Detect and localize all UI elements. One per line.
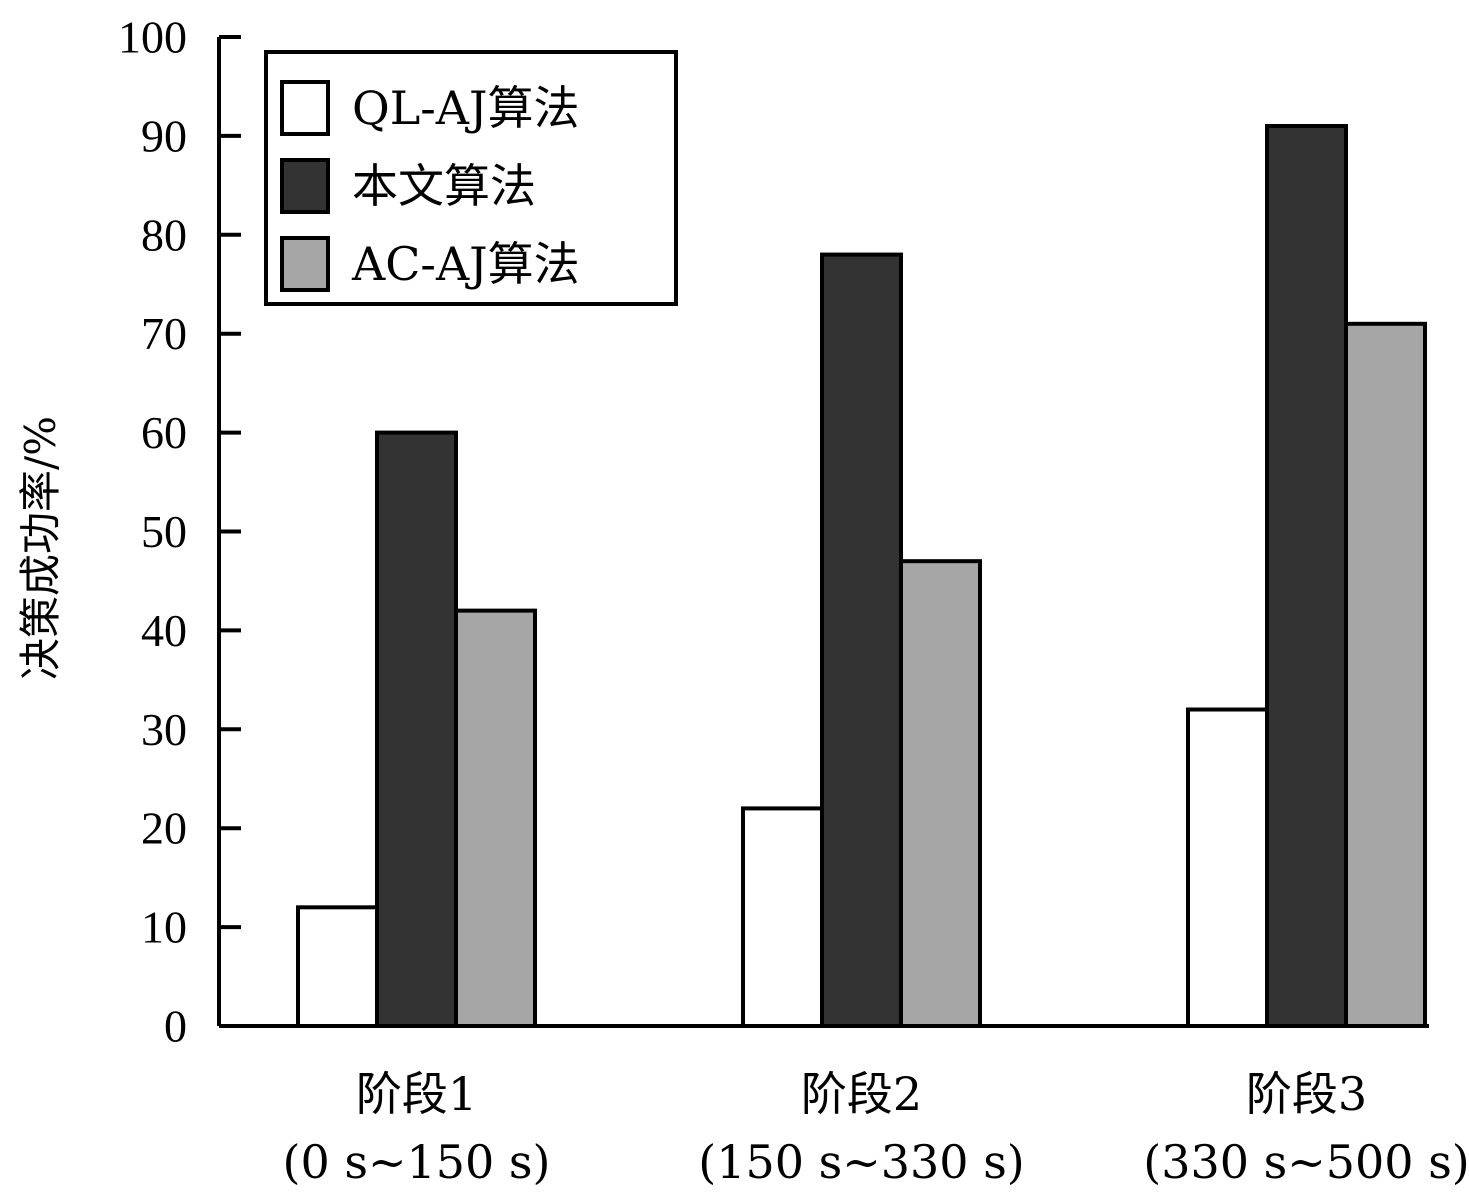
legend-swatch: [280, 236, 330, 292]
y-tick-label: 80: [141, 209, 187, 260]
y-tick-label: 30: [141, 704, 187, 755]
y-ticks: 0 10 20 30 40 50 60 70 80 90 100: [118, 12, 241, 1052]
legend-swatch: [280, 158, 330, 214]
y-tick-label: 90: [141, 110, 187, 161]
bar-series-2-category-1: [375, 430, 458, 1029]
category-range-label: (0 s~150 s): [283, 1135, 551, 1189]
category-label: 阶段3: [1246, 1067, 1367, 1121]
y-tick-label: 50: [141, 506, 187, 557]
bars-layer: [296, 124, 1427, 1029]
category-range-label: (330 s~500 s): [1143, 1135, 1469, 1189]
y-tick-label: 100: [118, 12, 187, 63]
y-tick-label: 20: [141, 803, 187, 854]
legend-label: QL-AJ算法: [352, 81, 579, 135]
legend-box: [264, 50, 678, 306]
category-label: 阶段1: [356, 1067, 477, 1121]
x-category-labels: 阶段1 (0 s~150 s) 阶段2 (150 s~330 s) 阶段3 (330 s~…: [283, 1067, 1469, 1189]
y-tick-label: 60: [141, 407, 187, 458]
bar-series-3-category-1: [454, 608, 537, 1028]
category-range-label: (150 s~330 s): [698, 1135, 1025, 1189]
bar-series-2-category-3: [1265, 124, 1348, 1028]
bar-series-3-category-2: [899, 559, 982, 1028]
y-tick-label: 0: [164, 1001, 187, 1052]
category-label: 阶段2: [801, 1067, 922, 1121]
bar-series-1-category-3: [1186, 707, 1269, 1029]
legend-swatch: [280, 80, 330, 136]
bar-series-2-category-2: [820, 252, 903, 1028]
y-tick-label: 40: [141, 605, 187, 656]
bar-series-3-category-3: [1344, 321, 1427, 1028]
bar-series-1-category-1: [296, 905, 379, 1029]
y-tick-label: 10: [141, 902, 187, 953]
y-axis-title: 决策成功率/%: [16, 416, 65, 680]
legend-label: 本文算法: [352, 159, 536, 213]
bar-series-1-category-2: [741, 806, 824, 1028]
y-tick-label: 70: [141, 308, 187, 359]
legend-label: AC-AJ算法: [351, 237, 580, 291]
